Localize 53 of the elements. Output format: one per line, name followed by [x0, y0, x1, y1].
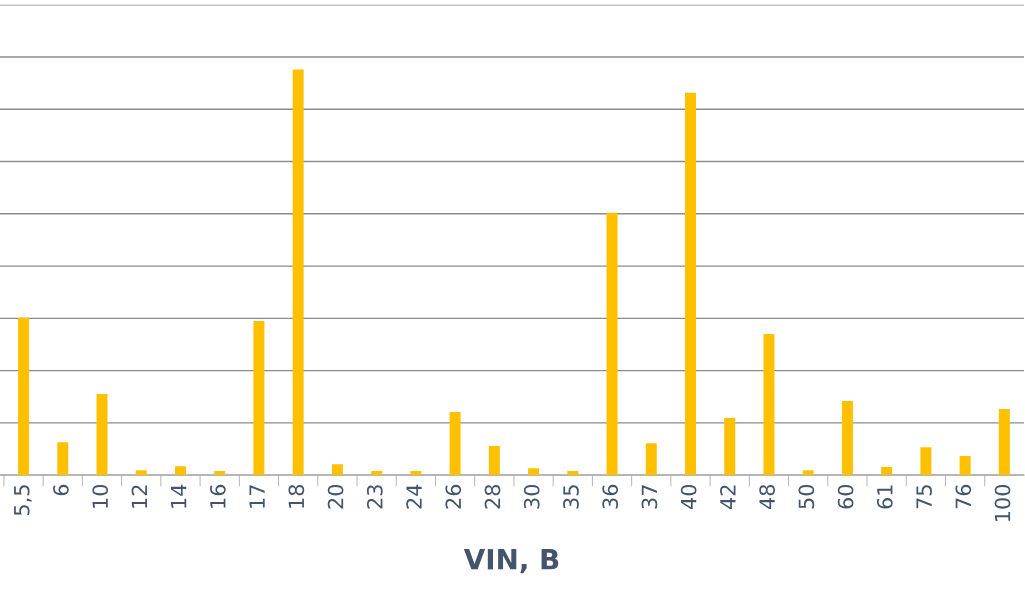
x-tick-label: 12 — [131, 485, 147, 508]
bar — [567, 471, 579, 476]
x-tick-label: 10 — [92, 484, 109, 508]
x-tick-label: 17 — [249, 485, 265, 508]
x-tick-label: 26 — [445, 484, 462, 509]
bar — [841, 400, 853, 476]
x-tick-label: 16 — [209, 484, 226, 508]
x-tick-label: 61 — [876, 485, 893, 509]
x-tick-label: 50 — [798, 484, 815, 509]
x-tick-label: 30 — [523, 484, 540, 509]
bar — [959, 456, 971, 476]
bar — [685, 92, 696, 476]
bar — [57, 442, 69, 476]
bar — [449, 411, 461, 476]
bar — [253, 321, 265, 476]
bar — [645, 443, 657, 476]
bar — [371, 471, 383, 476]
x-tick-label: 35 — [563, 485, 579, 509]
x-tick-label: 48 — [759, 484, 776, 509]
x-tick-label: 18 — [288, 484, 305, 508]
bar — [528, 468, 540, 476]
bar — [802, 470, 814, 476]
bar — [18, 317, 30, 476]
x-tick-label: 14 — [171, 484, 187, 508]
x-tick-label: 37 — [641, 485, 658, 509]
x-tick-label: 40 — [680, 484, 697, 509]
x-tick-label: 100 — [994, 484, 1011, 521]
bar — [920, 447, 932, 476]
x-tick-label: 20 — [327, 484, 344, 509]
x-tick-label: 76 — [955, 484, 972, 509]
bar — [292, 69, 304, 476]
bar — [763, 334, 775, 476]
bar — [488, 445, 500, 476]
x-tick-label: 5,5 — [14, 485, 32, 516]
x-tick-label: 75 — [916, 485, 932, 509]
bar — [606, 212, 618, 476]
x-tick-label: 36 — [602, 484, 619, 509]
bar — [96, 394, 108, 476]
bar — [135, 470, 147, 476]
x-tick-label: 24 — [406, 484, 422, 509]
bar — [410, 471, 422, 476]
bar — [998, 409, 1010, 476]
bar — [331, 464, 343, 476]
x-axis-title: VIN, B — [463, 549, 559, 574]
x-tick-label: 23 — [366, 485, 383, 509]
x-tick-label: 60 — [837, 484, 854, 509]
bar — [174, 466, 186, 476]
x-tick-label: 42 — [720, 485, 736, 509]
bar — [724, 417, 736, 476]
x-tick-label: 6 — [53, 484, 69, 496]
bar — [214, 471, 226, 476]
bar — [881, 467, 893, 476]
x-tick-label: 28 — [484, 484, 501, 509]
